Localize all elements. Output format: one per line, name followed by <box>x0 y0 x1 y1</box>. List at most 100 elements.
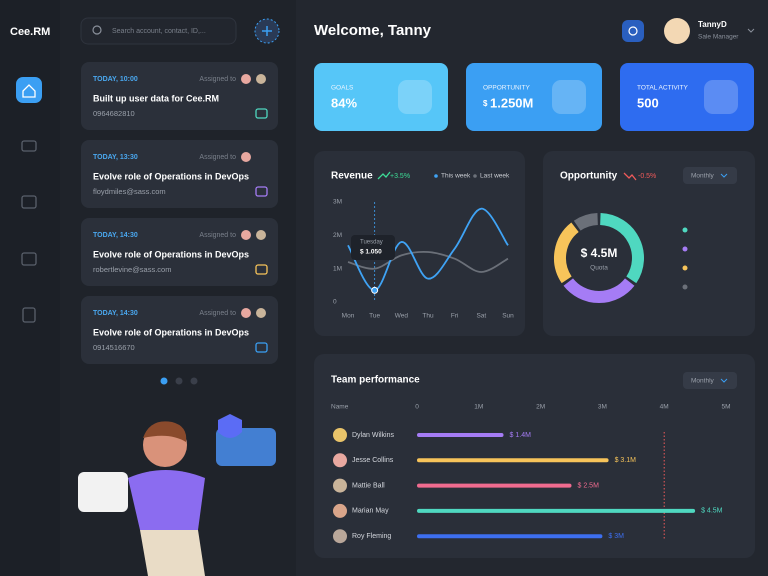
member-name: Marian May <box>352 508 389 515</box>
member-avatar <box>333 478 347 493</box>
donut-segment <box>554 222 579 284</box>
plus-icon <box>262 26 272 36</box>
nav-calendar[interactable] <box>21 195 37 209</box>
task-card <box>81 218 278 286</box>
member-avatar <box>333 529 347 544</box>
home-icon <box>22 84 36 98</box>
search-placeholder: Search account, contact, ID,... <box>112 28 206 35</box>
revenue-change: +3.5% <box>390 173 410 180</box>
legend-dot <box>682 227 688 233</box>
x-tick-label: Sun <box>502 313 514 320</box>
team-panel <box>314 354 755 558</box>
donut-value: $ 4.5M <box>581 246 618 260</box>
avatar[interactable] <box>664 18 690 44</box>
bar <box>417 534 603 539</box>
shield-prop <box>218 414 242 438</box>
legend-label: This week <box>441 173 471 180</box>
nav-home[interactable] <box>16 77 42 103</box>
member-avatar <box>333 453 347 468</box>
revenue-panel <box>314 151 525 336</box>
value-label: $ 3.1M <box>615 457 637 464</box>
task-assigned: Assigned to <box>199 154 236 161</box>
task-title: Evolve role of Operations in DevOps <box>93 249 249 259</box>
task-time: TODAY, 14:30 <box>93 310 138 317</box>
value-label: $ 2.5M <box>578 482 600 489</box>
stat-label: GOALS <box>331 85 354 92</box>
stat-card <box>314 63 448 131</box>
illustration <box>78 414 276 576</box>
stat-value: 84% <box>331 95 357 110</box>
trend-down-icon <box>623 172 637 181</box>
task-card <box>81 296 278 364</box>
y-tick-label: 0 <box>333 299 337 306</box>
donut-segment <box>563 278 635 303</box>
member-name: Roy Fleming <box>352 533 391 540</box>
search-icon <box>92 25 102 35</box>
x-tick-label: Fri <box>451 313 459 320</box>
task-contact: 0964682810 <box>93 109 135 118</box>
page-dot[interactable] <box>160 377 168 385</box>
x-tick-label: Tue <box>369 313 380 320</box>
period-dropdown[interactable] <box>683 167 737 184</box>
nav-store[interactable] <box>21 252 37 266</box>
legend-dot <box>434 174 438 178</box>
member-avatar <box>333 428 347 442</box>
assignee-avatar <box>241 308 251 318</box>
period-label: Monthly <box>691 378 715 385</box>
y-tick-label: 2M <box>333 232 342 239</box>
search-box[interactable] <box>80 17 237 45</box>
hair <box>143 421 187 442</box>
stat-icon <box>552 80 586 114</box>
task-title: Evolve role of Operations in DevOps <box>93 171 249 181</box>
user-name: TannyD <box>698 20 727 29</box>
stat-label: TOTAL ACTIVITY <box>637 85 688 92</box>
donut-label: Quota <box>590 265 608 272</box>
member-avatar <box>333 503 347 518</box>
task-icon <box>255 342 268 353</box>
task-assigned: Assigned to <box>199 232 236 239</box>
revenue-title: Revenue <box>331 171 373 182</box>
stat-card <box>620 63 754 131</box>
x-tick-label: Wed <box>395 313 409 320</box>
task-contact: 0914516670 <box>93 343 135 352</box>
stat-label: OPPORTUNITY <box>483 85 530 92</box>
nav-contacts[interactable] <box>22 307 36 323</box>
notification-button[interactable] <box>622 20 644 42</box>
stat-prefix: $ <box>483 99 488 108</box>
member-name: Mattie Ball <box>352 482 385 489</box>
x-tick-label: Sat <box>476 313 486 320</box>
axis-label: Name <box>331 404 349 411</box>
x-tick-label: 0 <box>415 404 419 411</box>
y-tick-label: 1M <box>333 265 342 272</box>
task-title: Evolve role of Operations in DevOps <box>93 327 249 337</box>
task-contact: robertlevine@sass.com <box>93 265 171 274</box>
assignee-avatar <box>241 230 251 240</box>
revenue-line <box>347 250 509 273</box>
stat-value: 500 <box>637 95 659 110</box>
task-icon <box>255 108 268 119</box>
tooltip-box <box>351 235 395 260</box>
x-tick-label: 3M <box>598 404 607 411</box>
legend-dot <box>682 246 688 252</box>
pants <box>140 530 205 576</box>
page-dot[interactable] <box>175 377 183 385</box>
tooltip-dot <box>371 286 379 294</box>
y-tick-label: 3M <box>333 199 342 206</box>
dropdown-chevron <box>720 173 728 178</box>
assignee-avatar <box>241 152 251 162</box>
nav-folder[interactable] <box>21 140 37 152</box>
tooltip-value: $ 1.050 <box>360 249 382 256</box>
x-tick-label: Mon <box>342 313 355 320</box>
legend-label: Last week <box>480 173 510 180</box>
chevron[interactable] <box>747 28 755 33</box>
page-dot[interactable] <box>190 377 198 385</box>
bar <box>417 458 609 463</box>
assignee-avatar <box>256 308 266 318</box>
period-dropdown[interactable] <box>683 372 737 389</box>
dropdown-chevron <box>720 378 728 383</box>
assignee-avatar <box>241 74 251 84</box>
value-label: $ 1.4M <box>510 432 532 439</box>
assignee-avatar <box>256 230 266 240</box>
stat-icon <box>398 80 432 114</box>
task-time: TODAY, 14:30 <box>93 232 138 239</box>
